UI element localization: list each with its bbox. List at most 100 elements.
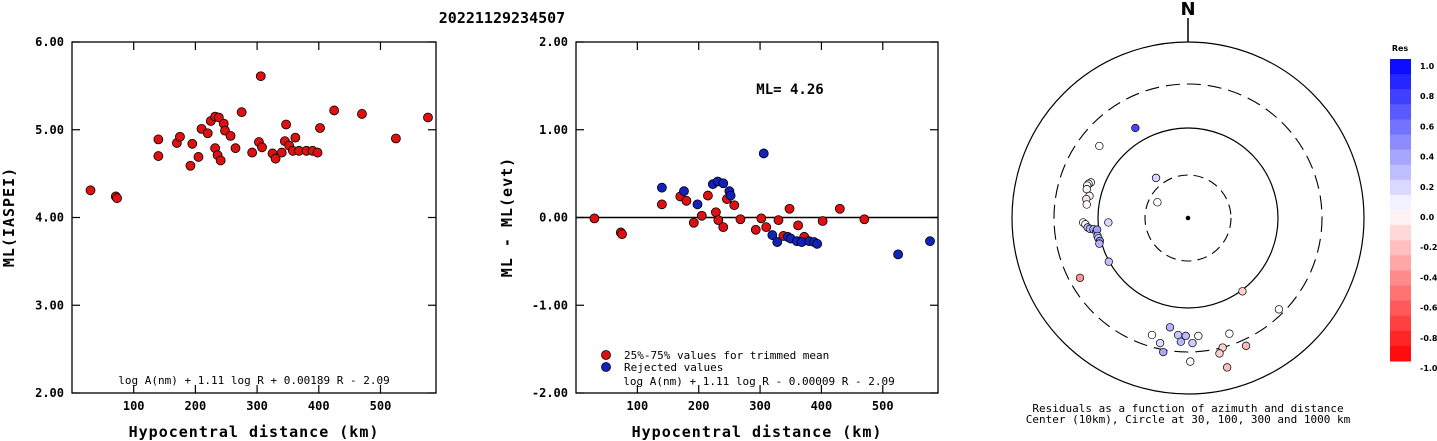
station-residual-point [1095,141,1104,151]
colorbar-labels: 1.0 0.8 0.6 0.4 0.2 0.0 -0.2 -0.4 -0.6 -0.8 -1.0 [1420,62,1437,373]
colorbar-tick-label: -0.6 [1420,304,1437,313]
station-residual-point [1075,273,1085,283]
left-plot-frame [71,41,437,394]
colorbar-cell [1390,179,1411,196]
rejected-point [679,186,689,197]
colorbar-cell [1390,164,1411,181]
left-data-point [85,185,96,196]
left-data-point [390,133,401,144]
middle-x-tick-label: 400 [811,399,833,413]
middle-x-ticks: 100 200 300 400 500 [627,42,894,413]
colorbar-cell [1390,255,1411,271]
station-residual-point [1082,200,1091,209]
left-data-point [193,152,204,162]
ring-100km [1097,127,1279,309]
middle-y-tick-label: -1.00 [532,298,568,312]
colorbar-tick-label: -1.0 [1420,364,1437,373]
left-data-point [357,109,367,119]
left-x-tick-label: 400 [308,399,330,413]
colorbar-cell [1390,74,1411,90]
station-residual-point [1238,287,1247,296]
station-residual-point [1104,257,1113,266]
rejected-point [656,182,667,193]
ml-vs-distance-plot: 100 200 300 400 500 2.00 3.00 4.00 5.00 6.00 log… [0,35,437,441]
trimmed-mean-point [761,222,772,233]
trimmed-mean-point [773,215,784,226]
colorbar-cell [1390,119,1411,135]
left-data-point [270,153,281,164]
polar-caption-line2: Center (10km), Circle at 30, 100, 300 an… [1026,413,1351,426]
middle-x-axis-label: Hypocentral distance (km) [632,423,883,441]
trimmed-mean-point [718,222,729,233]
station-residual-point [1131,123,1140,133]
left-data-point [276,147,287,158]
left-data-point [257,142,267,153]
station-residual-point [1159,347,1168,357]
left-data-point [112,193,122,204]
station-residual-point [1095,239,1104,248]
middle-formula: log A(nm) + 1.11 log R - 0.00009 R - 2.0… [623,375,895,388]
colorbar-cell [1390,149,1411,166]
station-residual-point [1194,331,1203,341]
trimmed-mean-point [703,190,713,201]
colorbar-tick-label: 0.4 [1420,153,1435,162]
rejected-point [767,230,778,240]
colorbar-cell [1390,240,1411,256]
middle-y-tick-label: -2.00 [532,386,568,400]
station-residual-point [1274,305,1284,314]
station-residual-point [1176,337,1185,346]
left-data-point [329,105,340,116]
middle-y-tick-label: 1.00 [539,123,568,137]
left-data-point [290,132,301,143]
middle-x-tick-label: 300 [749,399,771,413]
trimmed-mean-point [617,229,627,240]
station-residual-point [1104,218,1113,227]
rejected-point [893,249,904,260]
colorbar-cell [1390,134,1411,151]
trimmed-mean-point [750,224,761,235]
left-formula: log A(nm) + 1.11 log R + 0.00189 R - 2.0… [118,374,390,387]
left-data-point [236,107,247,118]
colorbar-cell [1390,89,1411,105]
left-y-tick-label: 4.00 [35,211,64,225]
ml-value-label: ML= 4.26 [756,82,823,98]
colorbar-tick-label: 0.0 [1420,213,1435,222]
rejected-point [772,237,783,247]
station-residual-point [1165,323,1175,332]
left-data-point [185,160,196,171]
left-y-ticks: 2.00 3.00 4.00 5.00 6.00 [35,35,436,400]
colorbar-cell [1390,104,1411,120]
colorbar-cell [1390,285,1411,302]
trimmed-mean-point [656,199,667,210]
trimmed-mean-point [729,200,740,211]
station-residual-point [1215,349,1224,358]
middle-y-tick-label: 0.00 [539,211,568,225]
left-data-point [202,128,213,139]
colorbar-cell [1390,194,1411,211]
left-x-axis-label: Hypocentral distance (km) [129,423,380,441]
left-data-point [247,147,258,158]
colorbar-tick-label: 0.2 [1420,183,1434,192]
colorbar-cells [1390,59,1411,362]
legend-label-trimmed: 25%-75% values for trimmed mean [624,349,829,362]
middle-x-tick-label: 100 [627,399,649,413]
figure-title: 20221129234507 [439,9,565,27]
left-y-tick-label: 2.00 [35,386,64,400]
colorbar-cell [1390,59,1411,75]
left-y-axis-label: ML(IASPEI) [0,167,18,267]
ring-300km [1053,83,1323,353]
station-residual-point [1186,357,1195,366]
left-y-tick-label: 5.00 [35,123,64,137]
station-residual-point [1225,329,1234,338]
left-data-point [255,71,266,82]
residual-vs-distance-plot: 100 200 300 400 500 -2.00 -1.00 0.00 1.00 2.00 M… [498,35,939,441]
left-x-tick-label: 300 [246,399,268,413]
left-data-point [225,130,236,141]
colorbar-tick-label: 1.0 [1420,62,1435,71]
legend-marker-trimmed [601,350,611,360]
station-residual-point [1188,338,1197,348]
left-data-point [230,143,241,154]
colorbar-tick-label: 0.8 [1420,92,1435,101]
trimmed-mean-point [756,213,767,224]
rejected-point [725,190,736,201]
